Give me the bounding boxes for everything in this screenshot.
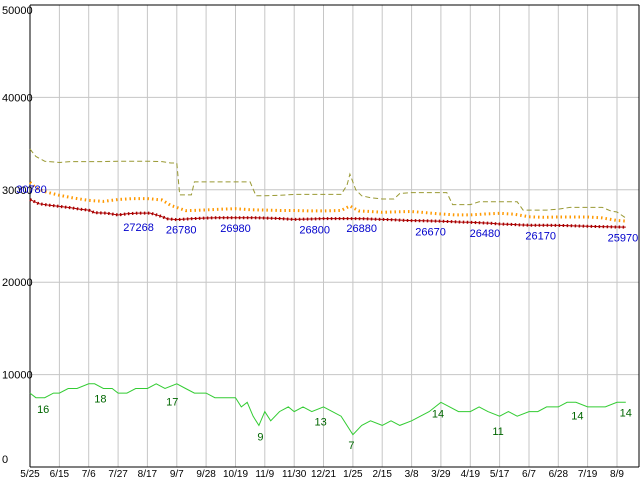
price-label: 26980 — [220, 223, 251, 235]
x-axis-label: 11/9 — [255, 469, 274, 480]
x-axis-label: 6/7 — [522, 469, 536, 480]
x-axis-label: 9/28 — [196, 469, 216, 480]
count-label: 11 — [492, 426, 503, 438]
count-label: 7 — [348, 440, 354, 452]
x-axis-label: 2/15 — [372, 469, 392, 480]
price-label: 25970 — [608, 232, 639, 244]
x-axis-label: 6/15 — [50, 469, 70, 480]
count-label: 14 — [620, 408, 632, 420]
y-axis-label: 10000 — [2, 370, 33, 382]
price-label: 26880 — [346, 223, 377, 235]
x-axis-label: 6/28 — [549, 469, 569, 480]
x-axis-label: 8/9 — [610, 469, 624, 480]
series-lowest-price-markers — [29, 198, 626, 229]
count-label: 9 — [257, 432, 263, 444]
x-axis-label: 3/29 — [431, 469, 451, 480]
y-axis-label: 40000 — [2, 92, 33, 104]
x-axis-label: 1/25 — [343, 469, 363, 480]
x-axis-label: 12/21 — [311, 469, 336, 480]
x-axis-label: 7/27 — [108, 469, 128, 480]
y-axis-label: 20000 — [2, 277, 33, 289]
y-axis-label: 30000 — [2, 185, 33, 197]
price-label: 30780 — [16, 184, 47, 196]
series-average-price-line — [28, 181, 626, 223]
count-label: 13 — [314, 417, 326, 429]
count-label: 18 — [94, 394, 106, 406]
x-axis-label: 7/6 — [82, 469, 96, 480]
x-axis-label: 5/25 — [20, 469, 40, 480]
price-label: 26170 — [525, 231, 556, 243]
count-label: 14 — [432, 408, 444, 420]
x-axis-label: 5/17 — [490, 469, 510, 480]
price-label: 26670 — [415, 226, 446, 238]
price-label: 26780 — [166, 225, 197, 237]
price-label: 27268 — [123, 222, 154, 234]
series-store-count-line — [29, 383, 626, 436]
x-axis-label: 7/19 — [578, 469, 598, 480]
price-label: 26800 — [299, 225, 330, 237]
x-axis-label: 11/30 — [282, 469, 307, 480]
x-axis-label: 9/7 — [170, 469, 184, 480]
y-axis-label: 0 — [2, 454, 8, 466]
x-axis-label: 10/19 — [223, 469, 248, 480]
count-label: 17 — [166, 396, 178, 408]
x-axis-label: 4/19 — [461, 469, 481, 480]
count-label: 16 — [37, 404, 49, 416]
y-axis-label: 50000 — [2, 5, 33, 17]
x-axis-label: 3/8 — [405, 469, 419, 480]
x-axis-label: 8/17 — [138, 469, 158, 480]
price-label: 26480 — [470, 228, 501, 240]
count-label: 14 — [571, 410, 583, 422]
series-high-price-line — [29, 148, 627, 219]
